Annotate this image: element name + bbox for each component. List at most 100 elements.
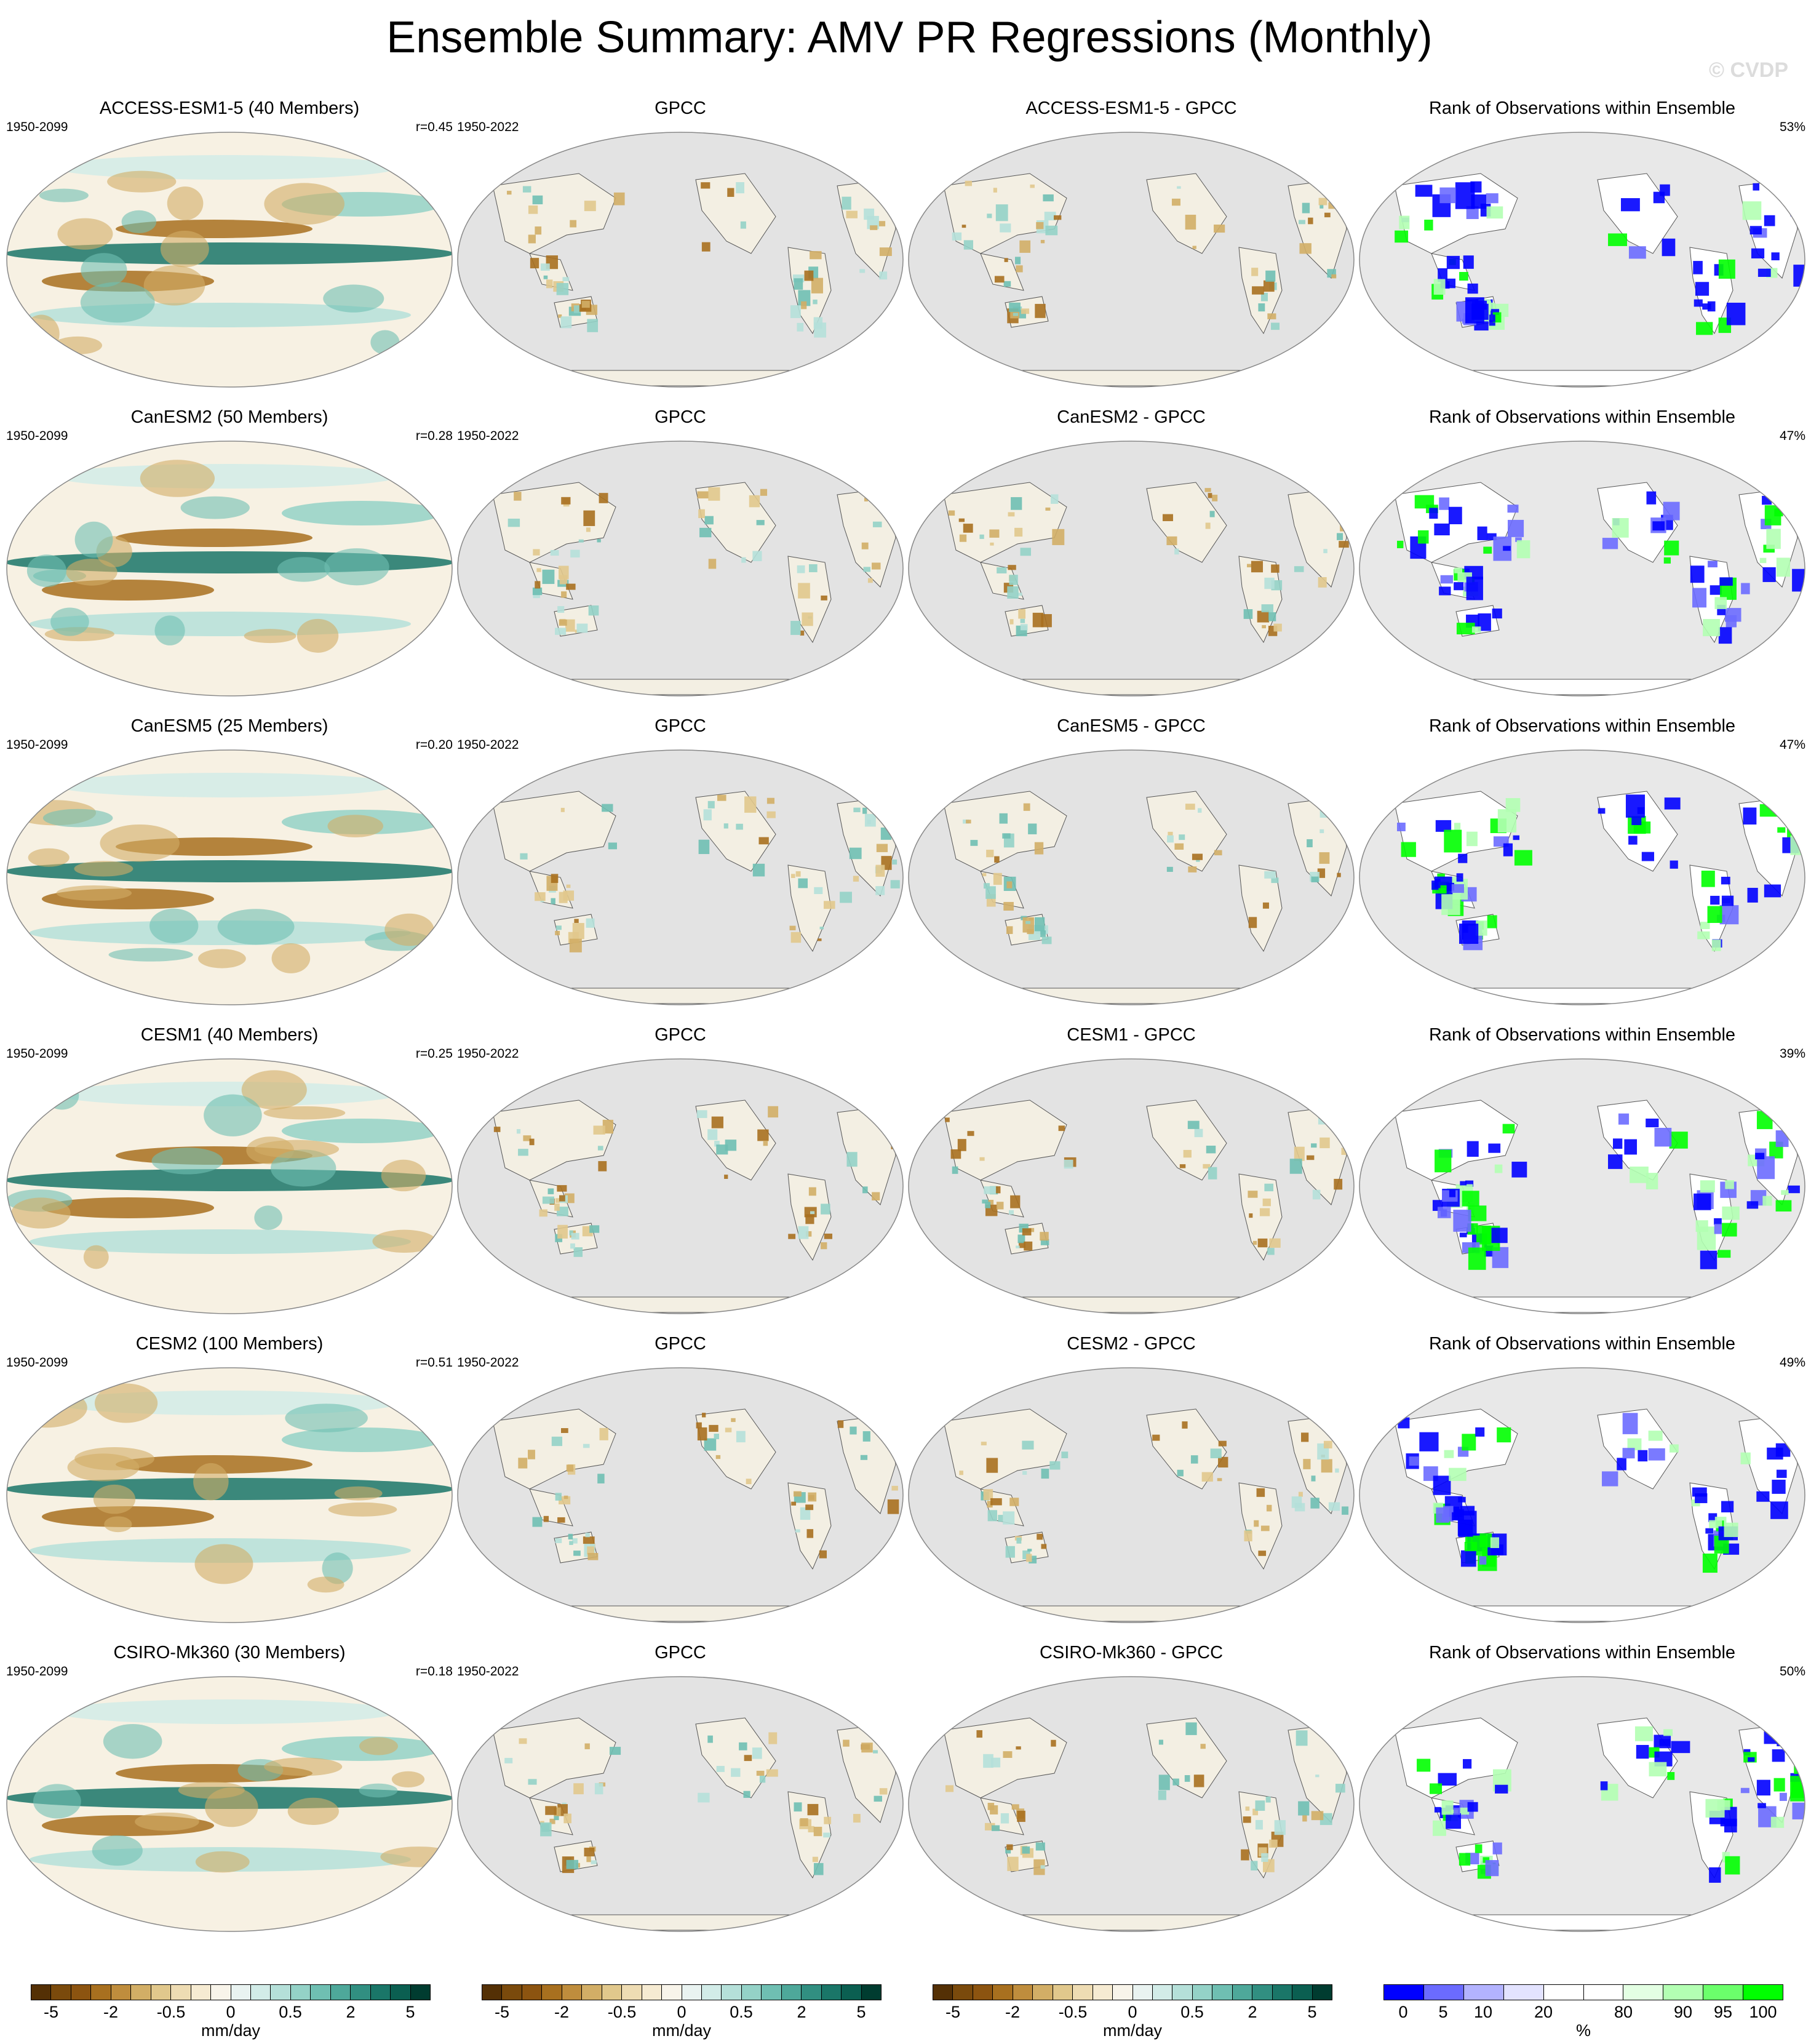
anomaly-band	[7, 860, 452, 882]
colorbar-swatch	[250, 1985, 271, 2000]
colorbar-swatch	[1093, 1985, 1113, 2000]
pattern-correlation: r=0.51	[415, 1355, 453, 1370]
colorbar-swatch	[642, 1985, 663, 2000]
colorbar-swatch	[1663, 1985, 1704, 2000]
anomaly-cell	[1011, 1804, 1019, 1810]
rank-cell	[1488, 1143, 1501, 1153]
colorbar-swatch	[522, 1985, 543, 2000]
anomaly-cell	[1254, 1520, 1259, 1527]
anomaly-cell	[1323, 1440, 1332, 1449]
anomaly-patch	[39, 188, 89, 202]
anomaly-patch	[57, 218, 113, 250]
anomaly-cell	[1263, 280, 1275, 292]
anomaly-cell	[573, 305, 581, 313]
anomaly-cell	[1318, 198, 1327, 206]
anomaly-cell	[1005, 1848, 1011, 1854]
globe-outline	[457, 1367, 904, 1623]
rank-cell	[1721, 895, 1734, 906]
rank-percent: 53%	[1779, 120, 1805, 134]
anomaly-cell	[853, 807, 861, 813]
rank-cell	[1707, 906, 1722, 924]
colorbar-swatch	[482, 1985, 503, 2000]
anomaly-cell	[1265, 270, 1276, 282]
panel-years: 1950-2099	[6, 1355, 68, 1370]
anomaly-cell	[872, 521, 882, 527]
panel-years: 1950-2022	[457, 1047, 519, 1061]
colorbar-swatch	[391, 1985, 411, 2000]
anomaly-patch	[285, 1403, 368, 1432]
rank-cell	[1764, 884, 1781, 898]
colorbar-tick: 0.5	[730, 2003, 753, 2021]
anomaly-cell	[1331, 274, 1337, 279]
rank-panel: Rank of Observations within Ensemble 47%	[1358, 716, 1807, 1024]
anomaly-cell	[819, 927, 824, 930]
anomaly-cell	[1016, 1537, 1022, 1544]
anomaly-cell	[727, 188, 734, 197]
anomaly-cell	[1262, 1198, 1271, 1207]
rank-cell	[1466, 206, 1479, 220]
anomaly-cell	[1251, 1861, 1258, 1870]
rank-cell	[1663, 557, 1671, 564]
anomaly-cell	[1307, 839, 1313, 848]
anomaly-cell	[994, 856, 1000, 863]
anomaly-cell	[1040, 1865, 1045, 1869]
panel-years: 1950-2099	[6, 429, 68, 443]
anomaly-cell	[804, 270, 814, 281]
globe	[1358, 439, 1807, 698]
colorbar-tick: 2	[797, 2003, 806, 2021]
anomaly-cell	[540, 263, 550, 271]
anomaly-cell	[1051, 494, 1059, 504]
anomaly-cell	[591, 1860, 597, 1864]
colorbar-swatch	[542, 1985, 562, 2000]
anomaly-patch	[399, 1578, 448, 1599]
anomaly-cell	[1244, 1530, 1252, 1542]
colorbar-swatch	[821, 1985, 842, 2000]
anomaly-cell	[597, 1146, 603, 1151]
colorbar-unit: %	[1575, 2021, 1591, 2040]
anomaly-cell	[1041, 614, 1052, 628]
anomaly-cell	[805, 1214, 814, 1224]
anomaly-cell	[1271, 322, 1280, 330]
anomaly-cell	[506, 191, 512, 195]
colorbar-swatch	[1312, 1985, 1332, 2000]
anomaly-band	[7, 1478, 452, 1500]
anomaly-cell	[573, 1551, 581, 1556]
rank-cell	[1467, 1802, 1478, 1812]
anomaly-cell	[1260, 292, 1268, 301]
anomaly-cell	[807, 1803, 819, 1816]
anomaly-cell	[1009, 575, 1018, 585]
colorbar-swatch	[351, 1985, 371, 2000]
anomaly-cell	[716, 1766, 725, 1772]
rank-cell	[1487, 915, 1497, 928]
anomaly-cell	[736, 1431, 746, 1443]
land-outline	[943, 1408, 1067, 1490]
globe	[1358, 1366, 1807, 1624]
anomaly-cell	[1208, 1167, 1217, 1180]
anomaly-cell	[1184, 1775, 1190, 1782]
anomaly-cell	[1208, 493, 1212, 498]
anomaly-patch	[372, 1229, 437, 1253]
obs-panel: GPCC 1950-2022	[456, 98, 905, 406]
anomaly-cell	[984, 1186, 997, 1194]
model-panel: CESM1 (40 Members) 1950-2099 r=0.25	[5, 1025, 454, 1333]
anomaly-cell	[1008, 565, 1016, 570]
colorbar-swatch	[762, 1985, 782, 2000]
anomaly-cell	[981, 1442, 987, 1446]
globe	[907, 1057, 1356, 1315]
pattern-correlation: r=0.18	[415, 1664, 453, 1679]
colorbar-swatch	[171, 1985, 191, 2000]
globe-outline	[1359, 1058, 1805, 1314]
model-map	[6, 441, 453, 697]
anomaly-patch	[135, 1812, 199, 1831]
rank-cell	[1458, 1496, 1466, 1503]
rank-cell	[1767, 1447, 1783, 1460]
anomaly-cell	[570, 1243, 575, 1249]
anomaly-cell	[813, 317, 823, 329]
colorbar-swatch	[1212, 1985, 1233, 2000]
anomaly-cell	[1003, 901, 1014, 911]
anomaly-cell	[945, 1117, 950, 1122]
rank-cell	[1707, 301, 1716, 312]
anomaly-cell	[948, 510, 955, 516]
rank-cell	[1602, 538, 1618, 549]
rank-cell	[1746, 1201, 1759, 1209]
